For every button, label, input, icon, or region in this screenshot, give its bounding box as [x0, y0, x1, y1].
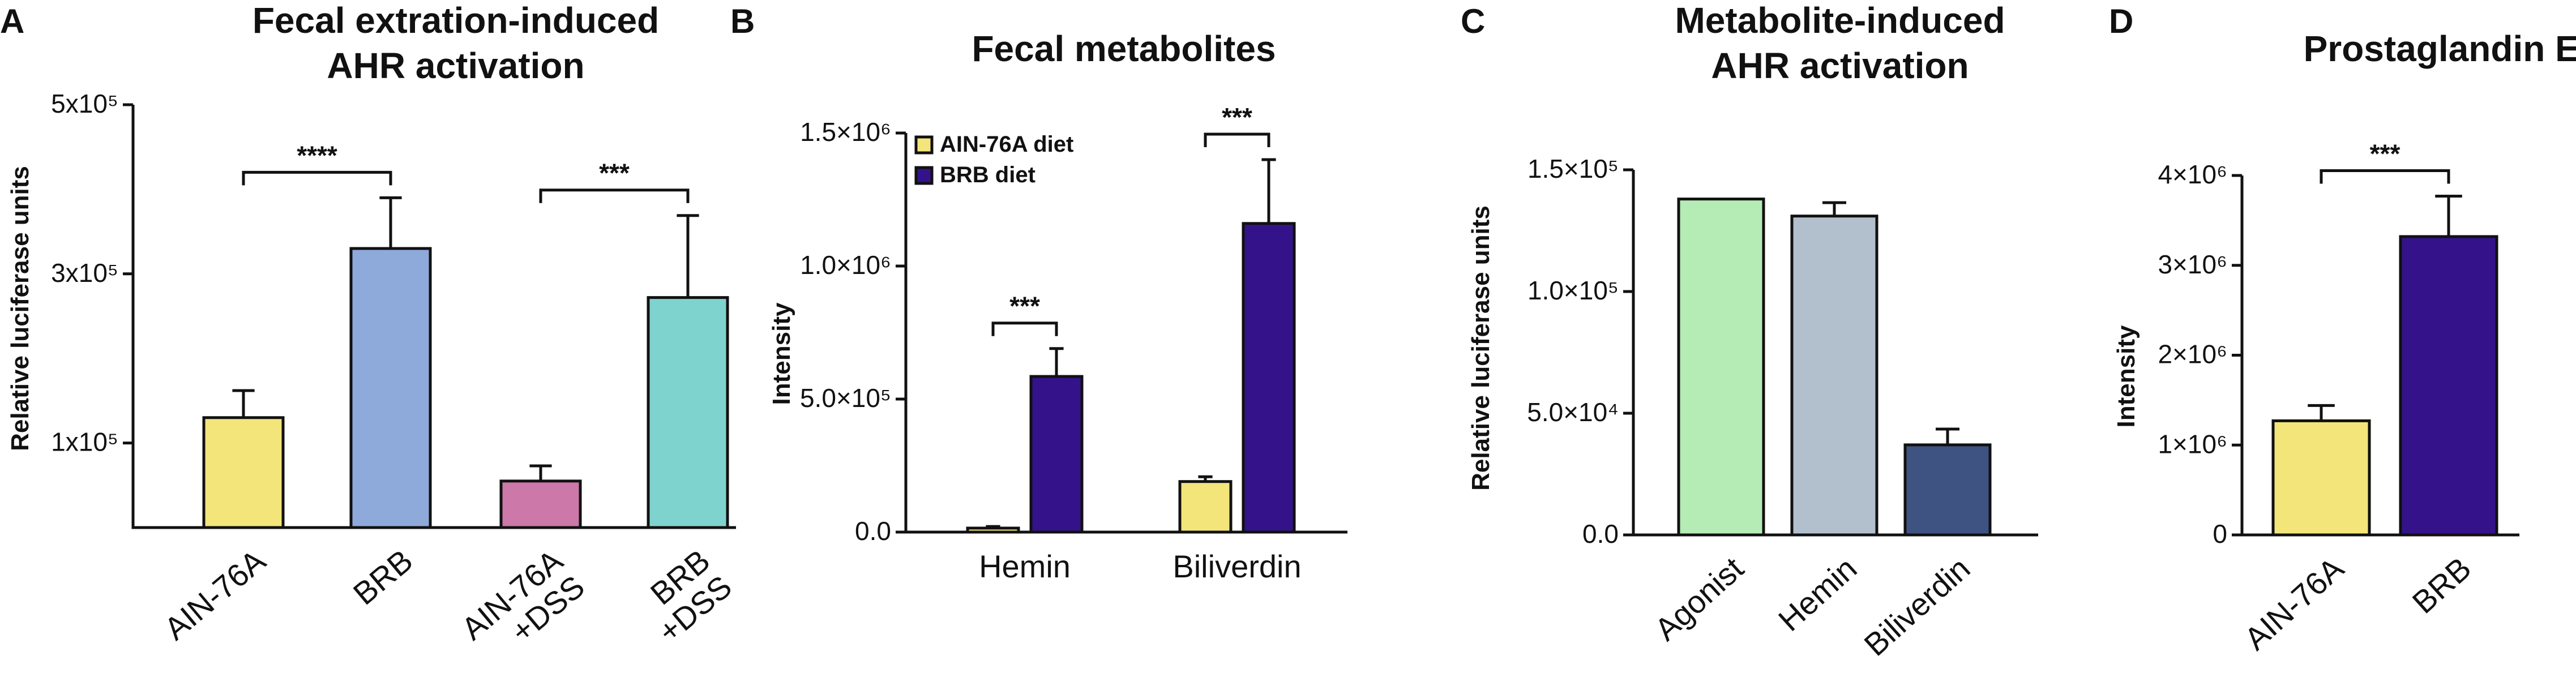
panel-a-category-brb: BRB — [346, 542, 420, 611]
panel-d-category-brb: BRB — [2406, 550, 2478, 620]
panel-b-y-tick-label: 1.0×10⁶ — [800, 250, 891, 280]
panel-d-y-axis-label: Intensity — [2112, 325, 2140, 427]
panel-b-comparison-2-stars: *** — [1222, 102, 1252, 132]
panel-c-y-ticks: 0.0 5.0×10⁴ 1.0×10⁵ 1.5×10⁵ — [1527, 154, 1633, 549]
panel-c: C Metabolite-induced AHR activation Rela… — [1461, 0, 2038, 663]
panel-a-y-axis-label: Relative luciferase units — [6, 166, 34, 451]
panel-a-title-line-1: Fecal extration-induced — [253, 0, 659, 41]
panel-a-bar-ain-76a-dss — [499, 479, 582, 529]
panel-b-category-label: Hemin — [979, 549, 1071, 584]
panel-d-comparison-1-stars: *** — [2370, 139, 2400, 169]
panel-c-title-line-1: Metabolite-induced — [1675, 0, 2005, 41]
panel-c-bar-biliverdin — [1903, 443, 1992, 537]
panel-c-y-axis-label: Relative luciferase units — [1467, 205, 1495, 491]
panel-b-significance: *** *** — [991, 102, 1270, 336]
panel-d-bar-brb — [2399, 235, 2498, 537]
panel-d-bars — [2271, 195, 2498, 537]
panel-b-category-label: Biliverdin — [1173, 549, 1301, 584]
panel-b-bar-hemin-brb-diet — [1029, 375, 1084, 534]
panel-a-category-ain-76a-dss: AIN-76A+DSS — [455, 542, 591, 650]
panel-d-y-tick-label: 1×10⁶ — [2158, 429, 2227, 459]
panel-a-comparison-2-stars: *** — [599, 158, 630, 188]
panel-a-bars — [202, 196, 729, 529]
panel-a-y-tick-label: 5x10⁵ — [51, 89, 118, 118]
panel-d-y-tick-label: 0 — [2213, 519, 2227, 549]
panel-b-axes — [904, 133, 1347, 534]
legend-label-brb-diet: BRB diet — [940, 162, 1035, 187]
panel-b-bar-biliverdin-brb-diet — [1242, 222, 1296, 534]
panel-c-category-label: Biliverdin — [1857, 550, 1976, 663]
legend-swatch-brb-diet — [914, 166, 934, 185]
panel-a-category-brb-dss: BRB+DSS — [644, 542, 738, 649]
panel-d-significance: *** — [2320, 139, 2450, 184]
panel-c-y-tick-label: 1.0×10⁵ — [1527, 276, 1619, 305]
panel-a-bar-brb-dss — [647, 296, 729, 529]
panel-a-comparison-1-bracket — [242, 170, 392, 186]
panel-d-title: Prostaglandin E2 — [2304, 28, 2576, 69]
panel-b-y-axis-label: Intensity — [768, 302, 795, 405]
panel-c-category-agonist: Agonist — [1648, 550, 1750, 648]
panel-a-category-label: AIN-76A — [157, 542, 272, 647]
panel-b-y-tick-label: 5.0×10⁵ — [800, 383, 891, 413]
panel-b-bars — [966, 158, 1296, 534]
panel-b: B Fecal metabolites Intensity 0.0 5.0×10⁵… — [730, 2, 1347, 584]
panel-b-comparison-1-bracket — [991, 322, 1058, 336]
panel-label-c: C — [1461, 2, 1485, 40]
panel-a-category-labels: AIN-76A BRB AIN-76A+DSS BRB+DSS — [157, 542, 738, 650]
panel-d-category-label: AIN-76A — [2237, 550, 2351, 657]
panel-a-title-line-2: AHR activation — [327, 45, 584, 86]
panel-d-y-ticks: 0 1×10⁶ 2×10⁶ 3×10⁶ 4×10⁶ — [2158, 160, 2242, 549]
panel-b-y-tick-label: 0.0 — [855, 516, 891, 546]
panel-c-category-label: Agonist — [1648, 550, 1750, 648]
panel-d-y-tick-label: 2×10⁶ — [2158, 340, 2227, 369]
panel-d-axes — [2240, 175, 2519, 537]
panel-d: D Prostaglandin E2 Intensity 0 1×10⁶ 2×10⁶… — [2109, 2, 2576, 657]
panel-a-category-label: BRB — [346, 542, 420, 611]
panel-c-category-label: Hemin — [1771, 550, 1863, 638]
panel-c-category-biliverdin: Biliverdin — [1857, 550, 1976, 663]
panel-c-y-tick-label: 0.0 — [1582, 519, 1619, 549]
panel-d-category-label: BRB — [2406, 550, 2478, 620]
panel-a-y-ticks: 1x10⁵ 3x10⁵ 5x10⁵ — [51, 89, 133, 457]
panel-b-title: Fecal metabolites — [972, 28, 1276, 69]
panel-c-y-tick-label: 1.5×10⁵ — [1527, 154, 1619, 183]
panel-d-category-ain-76a: AIN-76A — [2237, 550, 2351, 657]
panel-c-category-hemin: Hemin — [1771, 550, 1863, 638]
panel-d-y-tick-label: 3×10⁶ — [2158, 250, 2227, 279]
panel-c-title-line-2: AHR activation — [1711, 45, 1969, 86]
panel-d-y-tick-label: 4×10⁶ — [2158, 160, 2227, 189]
panel-b-y-tick-label: 1.5×10⁶ — [800, 117, 891, 147]
panel-b-legend: AIN-76A diet BRB diet — [914, 132, 1073, 187]
panel-a-bar-ain-76a — [202, 416, 285, 529]
panel-a-comparison-1-stars: **** — [297, 140, 337, 170]
panel-a-y-tick-label: 1x10⁵ — [51, 427, 118, 457]
panel-a-category-ain-76a: AIN-76A — [157, 542, 272, 647]
panel-d-comparison-1-bracket — [2320, 169, 2450, 184]
panel-b-comparison-1-stars: *** — [1009, 292, 1040, 321]
panel-c-bar-agonist — [1677, 198, 1765, 537]
panel-b-comparison-2-bracket — [1204, 132, 1270, 147]
panel-a-comparison-2-bracket — [539, 188, 690, 203]
panel-c-axes — [1632, 170, 2038, 537]
panel-c-y-tick-label: 5.0×10⁴ — [1527, 397, 1619, 427]
panel-label-a: A — [0, 2, 24, 40]
panel-a-significance: ******* — [242, 140, 690, 203]
panel-b-bar-biliverdin-ain-76a-diet — [1178, 480, 1233, 534]
panel-label-b: B — [730, 2, 755, 40]
panel-d-category-labels: AIN-76A BRB — [2237, 550, 2477, 657]
panel-c-bars — [1677, 198, 1992, 537]
panel-b-y-ticks: 0.0 5.0×10⁵ 1.0×10⁶ 1.5×10⁶ — [800, 117, 906, 546]
panel-c-bar-hemin — [1790, 215, 1878, 537]
panel-label-d: D — [2109, 2, 2133, 40]
legend-label-ain-76a-diet: AIN-76A diet — [940, 132, 1073, 157]
panel-a-y-tick-label: 3x10⁵ — [51, 258, 118, 288]
panel-b-category-labels: Hemin Biliverdin — [979, 549, 1302, 584]
panel-a-bar-brb — [349, 247, 432, 529]
panel-a-axes — [131, 105, 736, 529]
panel-d-bar-ain-76a — [2271, 419, 2371, 537]
legend-swatch-ain-76a-diet — [914, 135, 934, 155]
panel-a: A Fecal extration-induced AHR activation… — [0, 0, 738, 650]
